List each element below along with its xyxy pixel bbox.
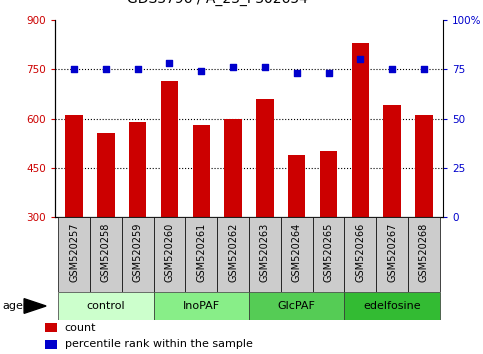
Bar — [185, 217, 217, 292]
Text: GSM520266: GSM520266 — [355, 223, 365, 282]
Bar — [344, 292, 440, 320]
Text: GSM520262: GSM520262 — [228, 223, 238, 282]
Bar — [249, 217, 281, 292]
Bar — [376, 217, 408, 292]
Bar — [352, 43, 369, 315]
Bar — [281, 217, 313, 292]
Text: GSM520264: GSM520264 — [292, 223, 302, 282]
Point — [229, 64, 237, 70]
Text: count: count — [65, 323, 96, 333]
Bar — [90, 217, 122, 292]
Text: GSM520265: GSM520265 — [324, 223, 333, 282]
Bar — [44, 324, 57, 332]
Bar — [58, 217, 90, 292]
Bar — [58, 292, 154, 320]
Text: GSM520263: GSM520263 — [260, 223, 270, 282]
Bar — [217, 217, 249, 292]
Bar — [256, 99, 274, 315]
Point — [198, 68, 205, 74]
Bar — [224, 119, 242, 315]
Text: GSM520260: GSM520260 — [165, 223, 174, 282]
Text: GSM520258: GSM520258 — [101, 223, 111, 282]
Point — [102, 67, 110, 72]
Bar — [161, 81, 178, 315]
Text: GSM520257: GSM520257 — [69, 223, 79, 282]
Bar — [415, 115, 433, 315]
Point — [261, 64, 269, 70]
Text: GSM520267: GSM520267 — [387, 223, 397, 282]
Bar — [193, 125, 210, 315]
Point — [166, 61, 173, 66]
Text: GDS3796 / A_23_P302654: GDS3796 / A_23_P302654 — [127, 0, 308, 6]
Bar — [65, 115, 83, 315]
Point — [325, 70, 332, 76]
Text: agent: agent — [2, 301, 35, 311]
Point — [293, 70, 300, 76]
Bar — [154, 217, 185, 292]
Bar — [122, 217, 154, 292]
Bar — [408, 217, 440, 292]
Bar — [313, 217, 344, 292]
Text: percentile rank within the sample: percentile rank within the sample — [65, 339, 253, 349]
Text: GSM520261: GSM520261 — [196, 223, 206, 282]
Bar — [97, 133, 114, 315]
Point — [356, 57, 364, 62]
Text: GSM520259: GSM520259 — [133, 223, 142, 282]
Point — [388, 67, 396, 72]
Bar — [320, 151, 337, 315]
Bar — [288, 155, 305, 315]
Text: GSM520268: GSM520268 — [419, 223, 429, 282]
Text: GlcPAF: GlcPAF — [278, 301, 316, 311]
Text: InoPAF: InoPAF — [183, 301, 220, 311]
Point — [70, 67, 78, 72]
Bar — [129, 122, 146, 315]
Point — [420, 67, 428, 72]
Bar — [344, 217, 376, 292]
Bar — [44, 341, 57, 349]
Bar — [249, 292, 344, 320]
Text: control: control — [86, 301, 125, 311]
Bar — [154, 292, 249, 320]
Polygon shape — [24, 299, 46, 313]
Bar — [384, 105, 401, 315]
Text: edelfosine: edelfosine — [363, 301, 421, 311]
Point — [134, 67, 142, 72]
